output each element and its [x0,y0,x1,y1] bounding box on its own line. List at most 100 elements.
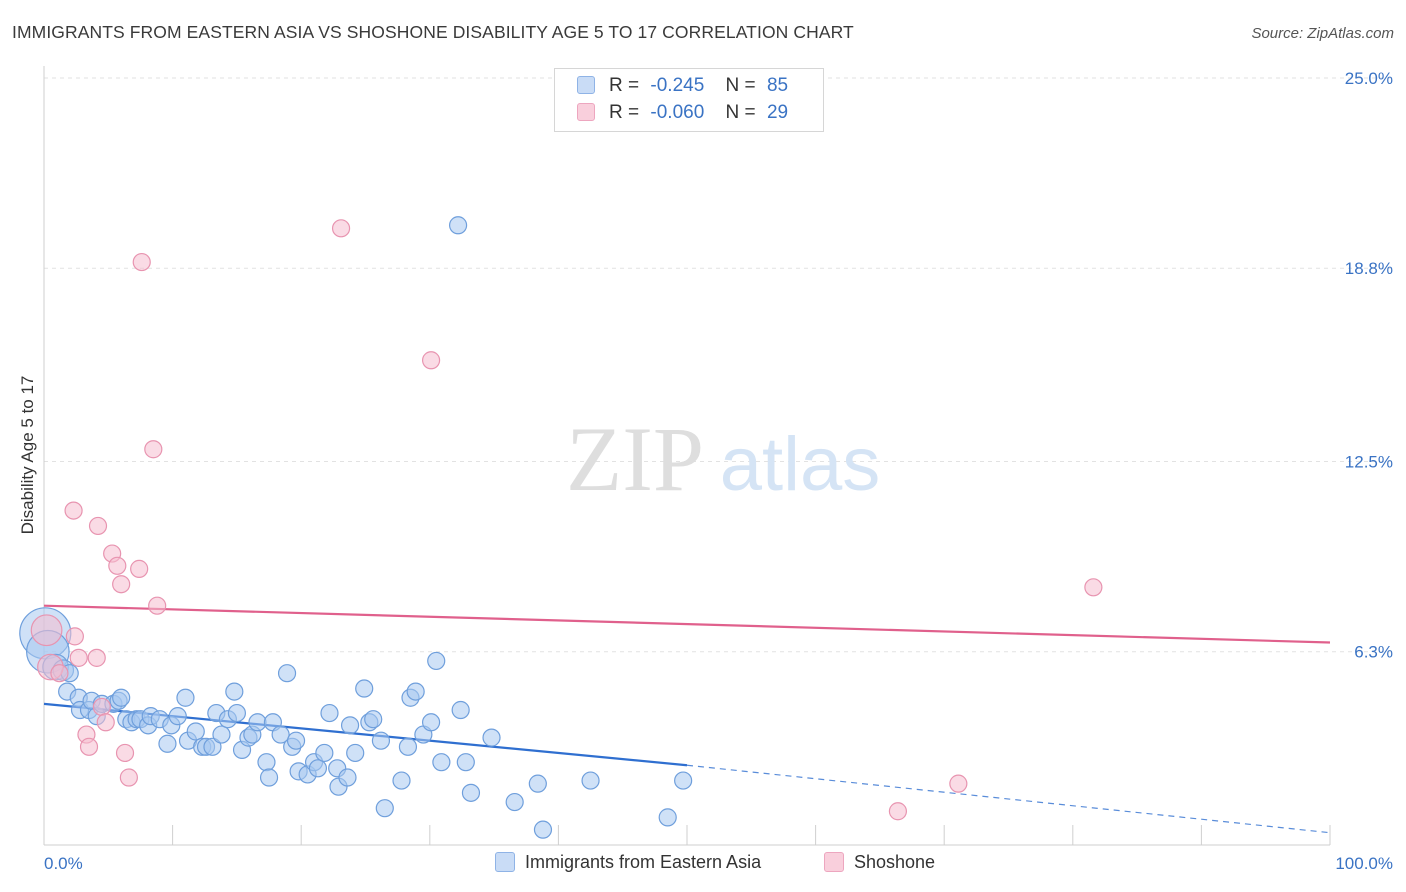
source-label: Source: ZipAtlas.com [1251,25,1394,42]
point-shoshone [108,556,127,575]
point-immigrants [581,771,600,790]
point-immigrants [212,725,231,744]
point-immigrants [505,792,524,812]
watermark-zip: ZIP [566,408,704,510]
point-shoshone [331,219,351,238]
point-immigrants [451,700,470,720]
point-immigrants [371,731,391,750]
point-shoshone [144,440,163,459]
point-shoshone [30,614,63,647]
point-immigrants [461,783,481,802]
x-tick-label: 0.0% [44,854,83,873]
point-shoshone [96,713,115,732]
point-immigrants [225,682,244,701]
bottom-legend-label: Immigrants from Eastern Asia [525,852,762,872]
point-immigrants [421,713,441,732]
point-immigrants [257,753,276,772]
point-immigrants [259,768,279,787]
point-immigrants [203,737,222,756]
trend-line-shoshone [43,604,1331,644]
point-shoshone [119,768,138,787]
point-shoshone [79,737,99,756]
point-immigrants [158,734,177,753]
point-immigrants [392,771,411,790]
legend-r-value: -0.245 [650,75,705,96]
data-points [19,216,1103,839]
point-shoshone [64,501,83,520]
legend-r-value: -0.060 [650,102,705,123]
point-shoshone [88,516,108,536]
legend-n-label: N = [725,102,756,123]
point-immigrants [112,688,131,707]
point-immigrants [338,768,357,787]
point-immigrants [308,759,328,778]
x-tick-label: 100.0% [1335,854,1393,873]
point-immigrants [320,703,339,723]
point-shoshone [132,252,151,272]
legend-swatch-pink [577,103,595,121]
point-shoshone [130,559,149,578]
bottom-legend-swatch-blue [495,852,515,872]
point-shoshone [92,697,111,717]
y-tick-label: 18.8% [1345,259,1393,278]
point-immigrants [364,710,383,729]
y-tick-label: 12.5% [1345,453,1393,472]
point-immigrants [168,707,187,726]
legend-swatch-blue [577,76,595,94]
stats-legend: R = -0.245 N = 85 R = -0.060 N = 29 [554,68,824,132]
point-shoshone [65,627,84,646]
point-shoshone [888,802,908,821]
point-immigrants [448,216,468,235]
point-immigrants [658,808,677,827]
grid-lines [44,77,1395,653]
tick-labels: 6.3% 12.5% 18.8% 25.0% 0.0% 100.0% [44,69,1393,873]
point-shoshone [87,648,106,667]
trend-line-immigrants-extrapolated [686,764,1331,834]
point-shoshone [148,596,167,615]
point-immigrants [248,713,267,732]
chart-title: IMMIGRANTS FROM EASTERN ASIA VS SHOSHONE… [12,22,854,42]
point-immigrants [271,725,290,744]
y-tick-label: 6.3% [1354,643,1393,662]
legend-r-label: R = [609,102,640,123]
point-immigrants [355,679,374,698]
point-shoshone [421,351,441,370]
y-axis-title: Disability Age 5 to 17 [18,375,37,535]
point-immigrants [227,703,246,723]
point-immigrants [674,771,693,790]
point-shoshone [949,774,968,793]
legend-r-label: R = [609,75,640,96]
bottom-legend-immigrants: Immigrants from Eastern Asia [495,852,761,873]
y-tick-label: 25.0% [1345,69,1393,88]
watermark: ZIP atlas [566,408,880,510]
point-immigrants [346,743,365,763]
point-immigrants [406,682,425,701]
point-shoshone [112,575,131,594]
point-immigrants [186,722,205,741]
point-immigrants [528,774,547,793]
bottom-legend-shoshone: Shoshone [824,852,935,873]
legend-row-immigrants: R = -0.245 N = 85 [577,75,788,101]
bottom-legend-label: Shoshone [854,852,936,872]
point-immigrants [277,664,297,683]
point-immigrants [432,753,451,772]
point-immigrants [176,688,195,707]
point-immigrants [340,716,360,735]
legend-n-label: N = [725,75,756,96]
legend-row-shoshone: R = -0.060 N = 29 [577,102,788,128]
axes [43,66,1331,846]
legend-n-value: 85 [766,75,789,96]
point-immigrants [533,820,553,839]
legend-n-value: 29 [766,102,789,123]
point-immigrants [286,731,306,750]
bottom-legend-swatch-pink [824,852,844,872]
point-shoshone [1084,578,1103,597]
watermark-atlas: atlas [720,422,881,507]
point-shoshone [69,648,88,667]
point-immigrants [427,651,446,671]
point-shoshone [115,743,135,763]
point-immigrants [375,799,394,818]
point-immigrants [482,728,501,747]
point-shoshone [50,664,69,683]
